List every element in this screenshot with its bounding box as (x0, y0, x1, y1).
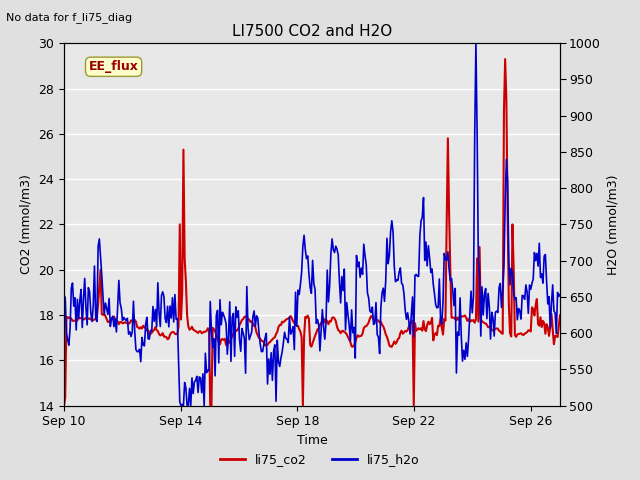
Y-axis label: CO2 (mmol/m3): CO2 (mmol/m3) (20, 174, 33, 275)
Text: No data for f_li75_diag: No data for f_li75_diag (6, 12, 132, 23)
Legend: li75_co2, li75_h2o: li75_co2, li75_h2o (215, 448, 425, 471)
Y-axis label: H2O (mmol/m3): H2O (mmol/m3) (607, 174, 620, 275)
X-axis label: Time: Time (296, 434, 328, 447)
Title: LI7500 CO2 and H2O: LI7500 CO2 and H2O (232, 24, 392, 39)
Text: EE_flux: EE_flux (89, 60, 138, 73)
